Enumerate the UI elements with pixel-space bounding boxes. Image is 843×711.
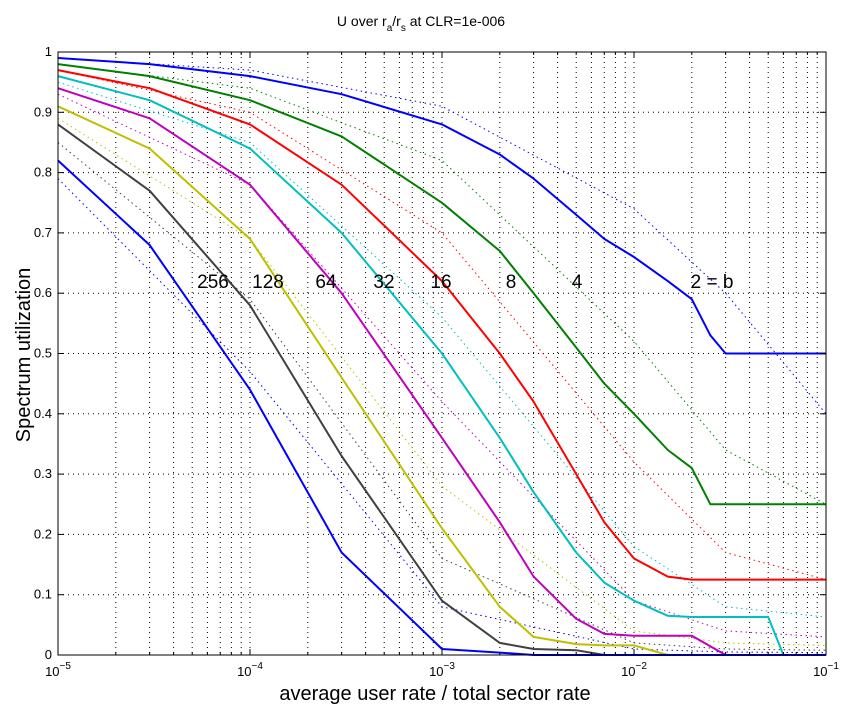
x-tick-label-exponent: −1 (828, 661, 840, 672)
x-tick-label-base: 10 (813, 664, 827, 679)
curve-label: 256 (197, 272, 229, 293)
chart-title: U over ra/rs at CLR=1e-006 (337, 13, 505, 34)
y-tick-label: 0.5 (34, 346, 52, 361)
dotted-series-line (57, 57, 827, 415)
y-tick-label: 0.4 (34, 406, 52, 421)
x-tick-label: 10−1 (813, 661, 839, 679)
x-tick-label: 10−3 (429, 661, 455, 679)
y-tick-label: 0.8 (34, 165, 52, 180)
dotted-series-line (57, 63, 827, 505)
dotted-series-line (57, 93, 827, 638)
grid (58, 52, 826, 655)
y-tick-label: 0.3 (34, 466, 52, 481)
solid-series-line (57, 105, 826, 656)
y-tick-label: 0.6 (34, 285, 52, 300)
solid-series-line (57, 63, 826, 506)
curve-label: 16 (430, 272, 451, 293)
x-tick-label-exponent: −2 (636, 661, 648, 672)
solid-series-line (57, 57, 826, 355)
solid-series-line (57, 69, 826, 581)
series-group (57, 57, 827, 656)
dotted-series-line (57, 117, 827, 646)
curve-label: 2 = b (691, 272, 734, 293)
x-tick-label: 10−4 (237, 661, 263, 679)
solid-series-line (57, 123, 826, 656)
y-tick-label: 0 (45, 647, 52, 662)
curve-label: 128 (252, 272, 284, 293)
x-tick-label-exponent: −3 (444, 661, 456, 672)
x-tick-label: 10−5 (45, 661, 71, 679)
dotted-series-line (57, 81, 827, 618)
curve-label: 64 (315, 272, 337, 293)
curve-label: 4 (572, 272, 583, 293)
y-tick-label: 0.7 (34, 225, 52, 240)
solid-series-line (57, 87, 826, 656)
x-tick-label-base: 10 (429, 664, 443, 679)
x-tick-label: 10−2 (621, 661, 647, 679)
ticks: 10−5 10−4 10−3 10−2 10−100.10.20.30.40.50.60… (34, 44, 839, 679)
dotted-series-line (57, 178, 827, 654)
x-tick-label-exponent: −5 (60, 661, 72, 672)
y-tick-label: 0.2 (34, 526, 52, 541)
x-tick-label-exponent: −4 (252, 661, 264, 672)
y-tick-label: 1 (45, 44, 52, 59)
solid-series-line (57, 75, 826, 656)
y-axis-label: Spectrum utilization (13, 268, 35, 443)
x-tick-label-base: 10 (45, 664, 59, 679)
curve-label: 8 (506, 272, 517, 293)
x-tick-label-base: 10 (621, 664, 635, 679)
y-tick-label: 0.9 (34, 104, 52, 119)
y-tick-label: 0.1 (34, 587, 52, 602)
dotted-series-line (57, 142, 827, 651)
x-axis-label: average user rate / total sector rate (279, 683, 590, 705)
curve-label: 32 (373, 272, 394, 293)
x-tick-label-base: 10 (237, 664, 251, 679)
curve-labels: 256 128 64 32 16 8 4 2 = b (197, 272, 733, 293)
